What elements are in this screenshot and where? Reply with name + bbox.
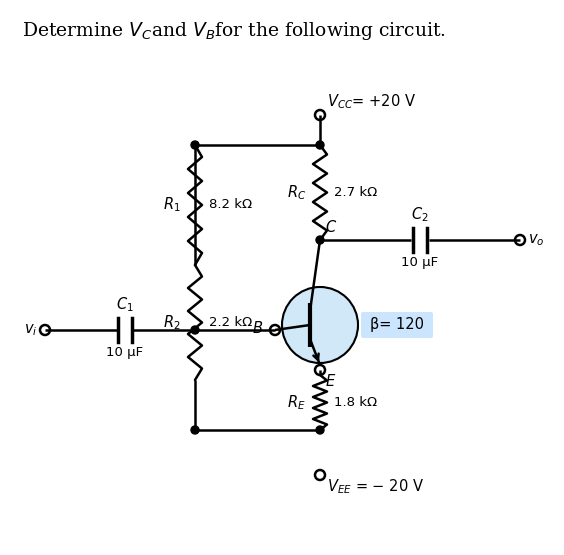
Circle shape — [316, 426, 324, 434]
Text: Determine $\it{V_C}$and $\it{V_B}$for the following circuit.: Determine $\it{V_C}$and $\it{V_B}$for th… — [22, 20, 446, 42]
Text: $B$: $B$ — [252, 320, 263, 336]
Circle shape — [191, 426, 199, 434]
Text: 8.2 kΩ: 8.2 kΩ — [209, 199, 252, 211]
Text: 10 μF: 10 μF — [402, 256, 439, 269]
Circle shape — [191, 326, 199, 334]
Circle shape — [282, 287, 358, 363]
Text: $v_i$: $v_i$ — [24, 322, 37, 338]
Text: $v_o$: $v_o$ — [528, 232, 544, 248]
FancyBboxPatch shape — [361, 312, 433, 338]
Text: 2.7 kΩ: 2.7 kΩ — [334, 186, 377, 199]
Text: 2.2 kΩ: 2.2 kΩ — [209, 316, 252, 329]
Text: $V_{EE}$ = − 20 V: $V_{EE}$ = − 20 V — [327, 477, 424, 496]
Text: $C$: $C$ — [325, 219, 337, 235]
Text: $R_E$: $R_E$ — [288, 393, 306, 412]
Circle shape — [191, 141, 199, 149]
Text: $R_1$: $R_1$ — [164, 196, 181, 214]
Text: $C_1$: $C_1$ — [116, 295, 134, 314]
Circle shape — [316, 141, 324, 149]
Text: $R_C$: $R_C$ — [287, 183, 306, 202]
Text: 10 μF: 10 μF — [107, 346, 144, 359]
Text: $R_2$: $R_2$ — [164, 313, 181, 332]
Text: $V_{CC}$= +20 V: $V_{CC}$= +20 V — [327, 92, 416, 111]
Text: β= 120: β= 120 — [370, 317, 424, 332]
Text: $E$: $E$ — [325, 373, 336, 389]
Text: 1.8 kΩ: 1.8 kΩ — [334, 396, 377, 409]
Circle shape — [316, 236, 324, 244]
Text: $C_2$: $C_2$ — [411, 205, 429, 224]
